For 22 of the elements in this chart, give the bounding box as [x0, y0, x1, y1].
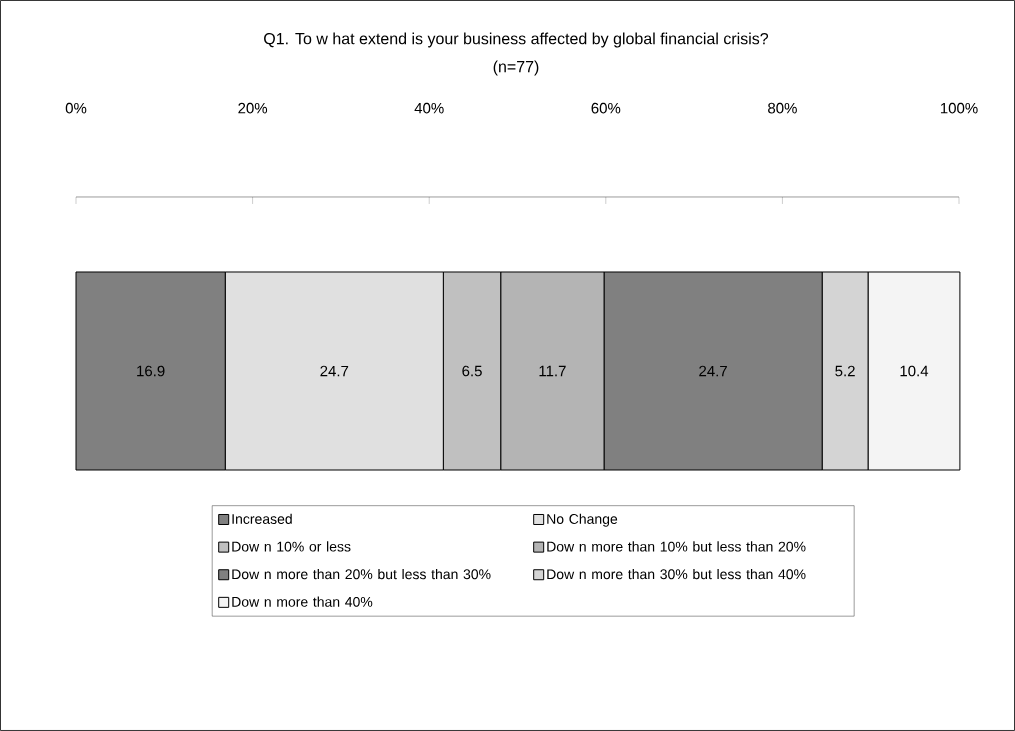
legend-label: Dow n 10% or less — [232, 541, 351, 552]
legend-label: Dow n more than 30% but less than 40% — [547, 568, 806, 580]
x-tick-label: 0% — [65, 102, 87, 114]
data-label: 5.2 — [835, 365, 855, 377]
legend-label: Dow n more than 20% but less than 30% — [232, 568, 491, 580]
data-label: 6.5 — [462, 365, 482, 377]
chart-title: Q1. To w hat extend is your business affected by global financial crisis? — [264, 32, 769, 48]
data-label: 10.4 — [900, 365, 929, 377]
data-label: 16.9 — [137, 365, 165, 377]
data-label: 24.7 — [320, 365, 349, 377]
legend-label: Increased — [232, 513, 292, 524]
x-tick-label: 60% — [591, 102, 621, 114]
chart-subtitle: (n=77) — [493, 60, 539, 76]
x-tick-label: 20% — [238, 102, 268, 114]
legend-label: No Change — [547, 513, 618, 527]
x-tick-label: 40% — [414, 102, 444, 114]
legend-label: Dow n more than 10% but less than 20% — [547, 541, 806, 552]
x-tick-label: 80% — [768, 102, 797, 114]
x-tick-label: 100% — [940, 102, 978, 114]
legend-label: Dow n more than 40% — [232, 596, 373, 607]
data-label: 24.7 — [699, 365, 727, 377]
data-label: 11.7 — [539, 365, 566, 377]
